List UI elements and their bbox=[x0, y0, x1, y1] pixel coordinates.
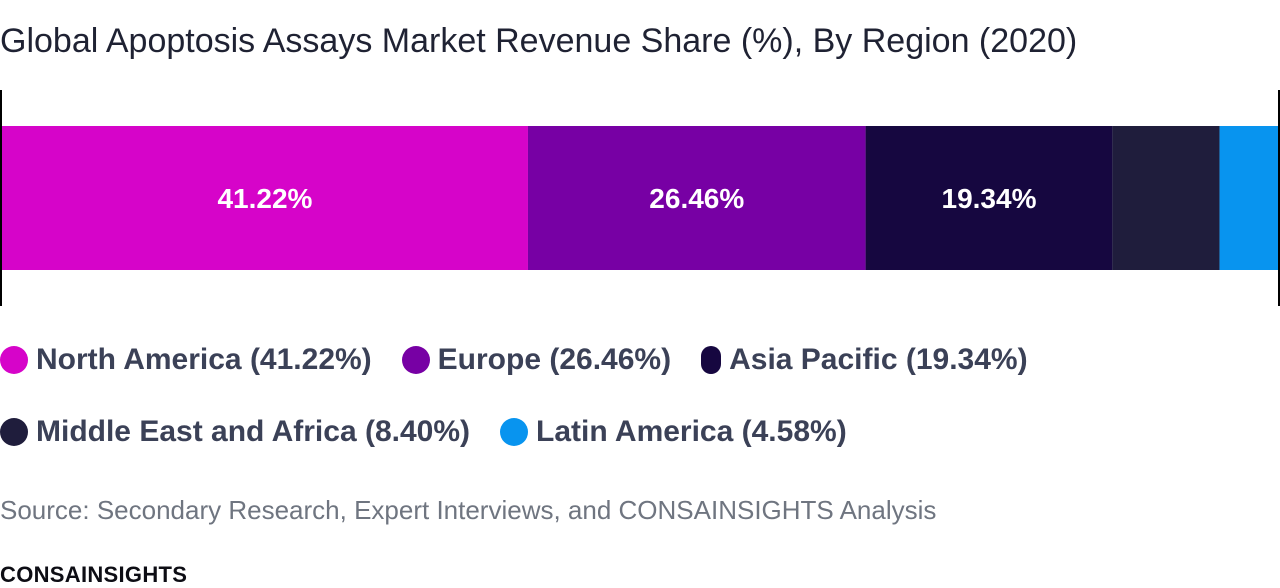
legend-label-middle-east-and-africa: Middle East and Africa (8.40%) bbox=[36, 415, 471, 448]
legend-item-middle-east-and-africa: Middle East and Africa (8.40%) bbox=[0, 415, 470, 449]
legend-swatch-latin-america bbox=[500, 418, 529, 446]
legend-swatch-middle-east-and-africa bbox=[0, 418, 28, 446]
legend-item-asia-pacific: Asia Pacific (19.34%) bbox=[701, 343, 1028, 377]
bar-segment-asia-pacific bbox=[865, 126, 1113, 270]
bar-segment-north-america bbox=[2, 126, 528, 270]
bar-segment-latin-america bbox=[1219, 126, 1278, 270]
legend-label-europe: Europe (26.46%) bbox=[437, 343, 672, 376]
legend-row-1: North America (41.22%) Europe (26.46%) Asi… bbox=[0, 343, 1058, 377]
chart-title: Global Apoptosis Assays Market Revenue S… bbox=[0, 22, 1078, 60]
legend-row-2: Middle East and Africa (8.40%) Latin Amer… bbox=[0, 415, 877, 449]
legend-item-europe: Europe (26.46%) bbox=[401, 343, 672, 377]
legend-swatch-asia-pacific bbox=[701, 346, 722, 374]
bar-segment-europe bbox=[527, 126, 866, 270]
stacked-bar-chart: 41.22% 26.46% 19.34% bbox=[0, 90, 1280, 306]
legend-swatch-north-america bbox=[0, 346, 28, 374]
legend-swatch-europe bbox=[401, 346, 430, 374]
bar-segment-middle-east-and-africa bbox=[1112, 126, 1220, 270]
legend-item-north-america: North America (41.22%) bbox=[0, 343, 372, 377]
legend-label-north-america: North America (41.22%) bbox=[36, 343, 372, 376]
legend-label-latin-america: Latin America (4.58%) bbox=[536, 415, 847, 448]
legend-label-asia-pacific: Asia Pacific (19.34%) bbox=[729, 343, 1028, 376]
brand-logo: CONSAINSIGHTS bbox=[0, 562, 188, 587]
data-label-europe: 26.46% bbox=[649, 183, 744, 214]
data-label-north-america: 41.22% bbox=[217, 183, 312, 214]
data-label-asia-pacific: 19.34% bbox=[942, 183, 1037, 214]
legend-item-latin-america: Latin America (4.58%) bbox=[500, 415, 847, 449]
source-note: Source: Secondary Research, Expert Inter… bbox=[0, 495, 937, 525]
